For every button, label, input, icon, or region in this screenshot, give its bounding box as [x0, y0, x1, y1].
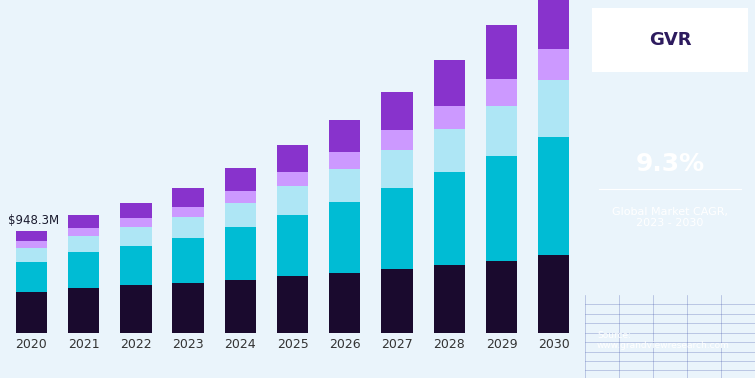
Bar — [277, 276, 308, 333]
Bar — [381, 92, 413, 130]
Text: GVR: GVR — [649, 31, 692, 49]
Bar — [172, 238, 204, 283]
Bar — [225, 280, 256, 333]
Text: 9.3%: 9.3% — [636, 152, 704, 177]
Bar — [486, 79, 517, 106]
Bar — [381, 188, 413, 270]
Bar — [225, 228, 256, 280]
Bar — [538, 81, 569, 137]
Text: Global Market CAGR,
2023 - 2030: Global Market CAGR, 2023 - 2030 — [612, 206, 728, 228]
Bar — [225, 169, 256, 191]
Bar — [433, 172, 465, 265]
Bar — [486, 25, 517, 79]
Bar — [538, 256, 569, 333]
Bar — [120, 285, 152, 333]
Bar — [277, 172, 308, 186]
Bar — [16, 262, 47, 292]
Bar — [433, 129, 465, 172]
Text: $948.3M: $948.3M — [8, 214, 59, 228]
Bar — [172, 206, 204, 217]
Bar — [120, 227, 152, 246]
Bar — [538, 49, 569, 81]
Bar — [68, 228, 99, 235]
Bar — [486, 106, 517, 156]
Bar — [381, 270, 413, 333]
Bar — [172, 188, 204, 206]
Bar — [433, 265, 465, 333]
Bar — [172, 283, 204, 333]
Bar — [381, 150, 413, 188]
Bar — [381, 130, 413, 150]
Bar — [486, 261, 517, 333]
Bar — [433, 106, 465, 129]
Bar — [68, 288, 99, 333]
Bar — [277, 146, 308, 172]
Bar — [172, 217, 204, 238]
Bar — [225, 191, 256, 203]
Bar — [277, 215, 308, 276]
FancyBboxPatch shape — [592, 8, 748, 72]
Bar — [16, 292, 47, 333]
Bar — [538, 0, 569, 49]
Bar — [68, 252, 99, 288]
Bar — [68, 235, 99, 252]
Bar — [329, 152, 360, 169]
Bar — [277, 186, 308, 215]
Bar — [329, 120, 360, 152]
Text: GRAND VIEW RESEARCH: GRAND VIEW RESEARCH — [623, 59, 717, 65]
Bar — [433, 60, 465, 106]
Bar — [120, 246, 152, 285]
Bar — [120, 218, 152, 227]
Bar — [16, 248, 47, 262]
Bar — [16, 231, 47, 242]
Text: Source:
www.grandviewresearch.com: Source: www.grandviewresearch.com — [597, 330, 730, 350]
Bar — [329, 202, 360, 273]
Bar — [68, 215, 99, 228]
Bar — [486, 156, 517, 261]
Bar — [329, 273, 360, 333]
Bar — [225, 203, 256, 228]
Bar — [538, 137, 569, 256]
Bar — [329, 169, 360, 202]
Bar — [120, 203, 152, 218]
Bar — [16, 242, 47, 248]
